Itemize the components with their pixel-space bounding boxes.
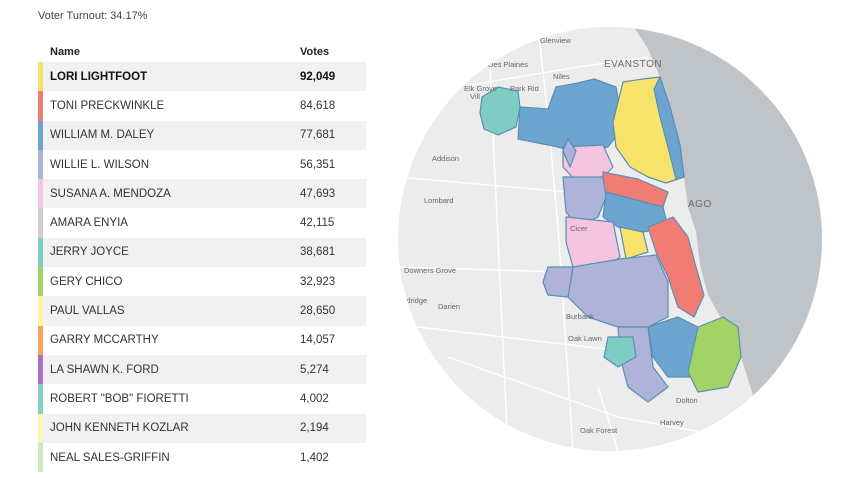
place-label: Des Plaines <box>488 60 528 69</box>
candidate-votes: 47,693 <box>300 187 336 200</box>
candidate-row[interactable]: AMARA ENYIA 42,115 <box>38 208 366 238</box>
candidate-row[interactable]: GARRY MCCARTHY 14,057 <box>38 325 366 355</box>
candidate-row[interactable]: JOHN KENNETH KOZLAR 2,194 <box>38 413 366 443</box>
candidate-color-swatch <box>38 62 43 92</box>
candidate-votes: 42,115 <box>300 217 335 230</box>
place-label: Lombard <box>424 196 454 205</box>
candidate-votes: 92,049 <box>300 70 336 83</box>
candidate-name: ROBERT "BOB" FIORETTI <box>50 392 189 405</box>
place-labels: Glenview Des Plaines EVANSTON Niles Elk … <box>398 36 712 435</box>
candidate-votes: 5,274 <box>300 363 329 376</box>
place-label: Burbank <box>566 312 594 321</box>
candidate-color-swatch <box>38 208 43 238</box>
ward-region[interactable] <box>619 226 649 260</box>
candidate-color-swatch <box>38 267 43 297</box>
candidate-votes: 1,402 <box>300 451 329 464</box>
candidate-name: NEAL SALES-GRIFFIN <box>50 451 170 464</box>
candidate-row[interactable]: TONI PRECKWINKLE 84,618 <box>38 91 366 121</box>
candidate-color-swatch <box>38 149 43 180</box>
place-label: Vill <box>470 92 480 101</box>
candidate-votes: 14,057 <box>300 334 336 347</box>
candidate-votes: 4,002 <box>300 392 329 405</box>
candidate-color-swatch <box>38 179 43 209</box>
candidate-votes: 84,618 <box>300 99 336 112</box>
candidate-row[interactable]: ROBERT "BOB" FIORETTI 4,002 <box>38 384 366 414</box>
place-label: oodridge <box>398 296 427 305</box>
candidate-row[interactable]: WILLIE L. WILSON 56,351 <box>38 149 366 180</box>
place-label: Dolton <box>676 396 698 405</box>
candidate-color-swatch <box>38 91 43 121</box>
candidate-row[interactable]: GERY CHICO 32,923 <box>38 267 366 297</box>
candidate-row[interactable]: LA SHAWN K. FORD 5,274 <box>38 354 366 385</box>
ward-region[interactable] <box>479 86 521 136</box>
ward-region[interactable] <box>687 316 742 393</box>
candidate-name: LA SHAWN K. FORD <box>50 363 159 376</box>
ward-region[interactable] <box>562 176 607 228</box>
candidate-name: WILLIAM M. DALEY <box>50 129 155 142</box>
candidate-name: WILLIE L. WILSON <box>50 158 150 171</box>
place-label: Niles <box>553 72 570 81</box>
candidate-votes: 56,351 <box>300 158 336 171</box>
votes-column-header: Votes <box>300 46 330 58</box>
map[interactable]: Glenview Des Plaines EVANSTON Niles Elk … <box>398 27 822 451</box>
place-label: Cicer <box>570 224 588 233</box>
place-label: Park Rid <box>510 84 539 93</box>
name-column-header: Name <box>50 46 80 58</box>
place-label: Oak Forest <box>580 426 618 435</box>
candidate-color-swatch <box>38 296 43 326</box>
ward-region[interactable] <box>542 266 574 298</box>
candidate-votes: 28,650 <box>300 305 336 318</box>
map-canvas[interactable]: Glenview Des Plaines EVANSTON Niles Elk … <box>398 27 822 451</box>
candidate-color-swatch <box>38 354 43 385</box>
candidate-name: LORI LIGHTFOOT <box>50 70 148 83</box>
candidate-row[interactable]: WILLIAM M. DALEY 77,681 <box>38 120 366 150</box>
place-label: Oak Lawn <box>568 334 602 343</box>
candidate-color-swatch <box>38 442 43 473</box>
candidate-name: JOHN KENNETH KOZLAR <box>50 422 189 435</box>
candidate-name: AMARA ENYIA <box>50 217 128 230</box>
candidate-row[interactable]: PAUL VALLAS 28,650 <box>38 296 366 326</box>
ward-region[interactable] <box>603 336 637 368</box>
ward-region[interactable] <box>567 254 669 328</box>
candidate-color-swatch <box>38 384 43 414</box>
candidate-row[interactable]: JERRY JOYCE 38,681 <box>38 237 366 268</box>
results-header: Name Votes <box>38 42 366 62</box>
results-table: Name Votes LORI LIGHTFOOT 92,049 TONI PREC… <box>38 42 366 473</box>
candidate-name: JERRY JOYCE <box>50 246 129 259</box>
candidate-name: SUSANA A. MENDOZA <box>50 187 171 200</box>
candidate-name: TONI PRECKWINKLE <box>50 99 165 112</box>
place-label: Darien <box>438 302 460 311</box>
results-rows: LORI LIGHTFOOT 92,049 TONI PRECKWINKLE 84,6… <box>38 62 366 473</box>
candidate-name: GARRY MCCARTHY <box>50 334 159 347</box>
candidate-color-swatch <box>38 120 43 150</box>
candidate-votes: 38,681 <box>300 246 336 259</box>
candidate-name: GERY CHICO <box>50 275 123 288</box>
voter-turnout: Voter Turnout: 34.17% <box>38 10 148 22</box>
candidate-color-swatch <box>38 325 43 355</box>
place-label: Downers Grove <box>404 266 456 275</box>
candidate-votes: 77,681 <box>300 129 336 142</box>
candidate-color-swatch <box>38 413 43 443</box>
place-label: Elk Grove <box>464 84 497 93</box>
candidate-votes: 2,194 <box>300 422 329 435</box>
place-label: EVANSTON <box>604 59 662 70</box>
place-label: Glenview <box>540 36 571 45</box>
ward-region[interactable] <box>647 216 705 318</box>
candidate-votes: 32,923 <box>300 275 336 288</box>
place-label: Addison <box>432 154 459 163</box>
chicago-wards <box>479 76 742 403</box>
candidate-name: PAUL VALLAS <box>50 305 125 318</box>
ward-region[interactable] <box>562 138 577 168</box>
candidate-row[interactable]: SUSANA A. MENDOZA 47,693 <box>38 179 366 209</box>
ward-region[interactable] <box>653 76 685 180</box>
candidate-row[interactable]: LORI LIGHTFOOT 92,049 <box>38 62 366 92</box>
candidate-row[interactable]: NEAL SALES-GRIFFIN 1,402 <box>38 442 366 473</box>
lake-michigan <box>634 27 822 451</box>
place-label: AGO <box>688 199 712 210</box>
candidate-color-swatch <box>38 237 43 268</box>
place-label: Harvey <box>660 418 684 427</box>
